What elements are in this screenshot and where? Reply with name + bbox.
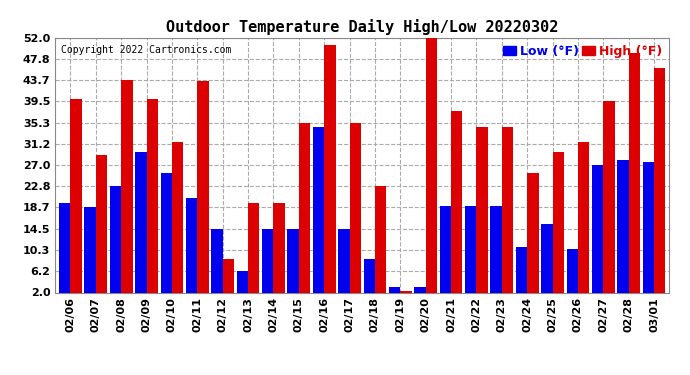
Bar: [642, 162, 654, 303]
Bar: [135, 152, 146, 303]
Text: Copyright 2022 Cartronics.com: Copyright 2022 Cartronics.com: [61, 45, 232, 55]
Bar: [400, 291, 412, 303]
Bar: [223, 260, 234, 303]
Legend: Low (°F), High (°F): Low (°F), High (°F): [502, 44, 663, 59]
Bar: [186, 198, 197, 303]
Bar: [262, 229, 273, 303]
Bar: [515, 247, 527, 303]
Bar: [440, 206, 451, 303]
Bar: [211, 229, 223, 303]
Bar: [375, 186, 386, 303]
Bar: [96, 155, 107, 303]
Bar: [618, 160, 629, 303]
Bar: [313, 127, 324, 303]
Title: Outdoor Temperature Daily High/Low 20220302: Outdoor Temperature Daily High/Low 20220…: [166, 19, 558, 35]
Bar: [172, 142, 184, 303]
Bar: [121, 80, 132, 303]
Bar: [414, 287, 426, 303]
Bar: [70, 99, 82, 303]
Bar: [476, 127, 488, 303]
Bar: [566, 249, 578, 303]
Bar: [110, 186, 121, 303]
Bar: [629, 53, 640, 303]
Bar: [350, 123, 361, 303]
Bar: [502, 127, 513, 303]
Bar: [237, 271, 248, 303]
Bar: [465, 206, 476, 303]
Bar: [84, 207, 96, 303]
Bar: [338, 229, 350, 303]
Bar: [527, 172, 539, 303]
Bar: [491, 206, 502, 303]
Bar: [364, 260, 375, 303]
Bar: [197, 81, 208, 303]
Bar: [553, 152, 564, 303]
Bar: [324, 45, 335, 303]
Bar: [59, 203, 70, 303]
Bar: [248, 203, 259, 303]
Bar: [161, 172, 172, 303]
Bar: [273, 203, 285, 303]
Bar: [451, 111, 462, 303]
Bar: [603, 101, 615, 303]
Bar: [426, 38, 437, 303]
Bar: [299, 123, 310, 303]
Bar: [578, 142, 589, 303]
Bar: [146, 99, 158, 303]
Bar: [654, 68, 665, 303]
Bar: [592, 165, 603, 303]
Bar: [541, 224, 553, 303]
Bar: [288, 229, 299, 303]
Bar: [389, 287, 400, 303]
